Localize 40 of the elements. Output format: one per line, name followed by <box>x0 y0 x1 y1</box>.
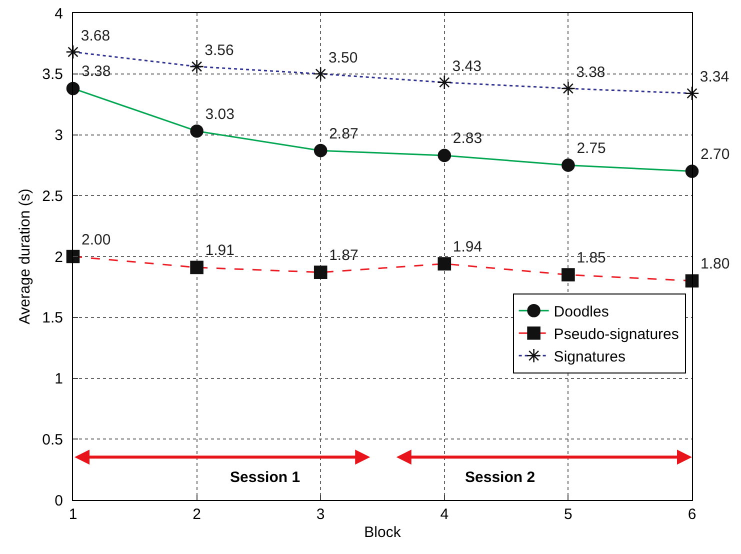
legend-label: Signatures <box>554 348 626 366</box>
data-label: 3.03 <box>205 106 235 123</box>
y-tick-label: 1 <box>54 370 63 388</box>
data-label: 2.70 <box>700 146 730 164</box>
y-tick-label: 1.5 <box>42 310 63 327</box>
y-tick-label: 4 <box>54 5 63 22</box>
x-tick-label: 4 <box>440 506 449 523</box>
y-tick-label: 0.5 <box>42 431 63 448</box>
data-label: 1.87 <box>329 247 358 264</box>
data-label: 3.50 <box>328 49 358 66</box>
y-tick-label: 3.5 <box>42 66 63 84</box>
x-tick-label: 1 <box>68 506 78 523</box>
y-tick-label: 0 <box>54 492 63 510</box>
data-label: 3.43 <box>452 58 482 75</box>
y-tick-label: 3 <box>54 127 63 144</box>
y-tick-label: 2.5 <box>42 188 63 205</box>
legend-label: Pseudo-signatures <box>554 326 679 343</box>
x-tick-label: 6 <box>688 506 696 523</box>
y-tick-label: 2 <box>54 248 63 266</box>
data-label: 2.75 <box>576 140 606 157</box>
data-label: 1.91 <box>205 242 235 260</box>
data-label: 1.80 <box>700 256 730 273</box>
data-label: 3.56 <box>204 42 234 59</box>
data-label: 1.94 <box>452 238 482 256</box>
annotation: Session 2 <box>465 469 536 486</box>
x-tick-label: 2 <box>192 506 201 523</box>
data-label: 2.00 <box>82 231 111 248</box>
annotation: Session 1 <box>230 469 300 486</box>
data-label: 3.38 <box>82 63 111 80</box>
x-axis-title: Block <box>364 524 402 541</box>
data-label: 3.38 <box>576 64 606 81</box>
data-label: 1.85 <box>576 250 606 267</box>
data-label: 3.68 <box>80 27 110 44</box>
x-tick-label: 3 <box>316 506 325 523</box>
y-axis-title: Average duration (s) <box>16 188 34 324</box>
data-label: 2.87 <box>329 125 358 142</box>
legend-label: Doodles <box>554 303 609 320</box>
data-label: 3.34 <box>700 68 730 86</box>
data-label: 2.83 <box>452 130 482 148</box>
x-tick-label: 5 <box>564 506 572 523</box>
